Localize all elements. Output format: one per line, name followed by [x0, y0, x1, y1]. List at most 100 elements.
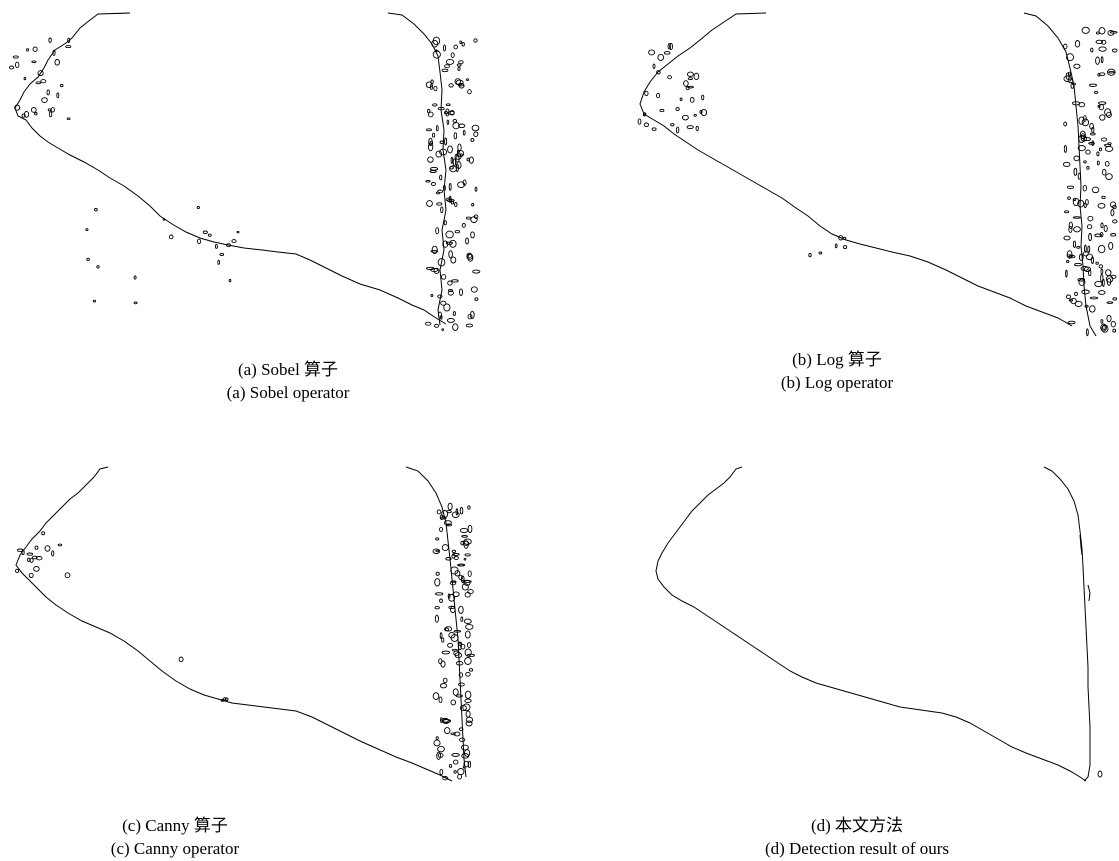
edge-noise-blob	[1086, 166, 1090, 170]
edge-noise-blob	[41, 97, 48, 103]
edge-noise-blob	[1063, 121, 1068, 127]
edge-noise-blob	[701, 94, 705, 101]
edge-noise-blob	[460, 643, 466, 650]
edge-noise-blob	[431, 245, 438, 255]
edge-noise-blob	[435, 150, 443, 158]
edge-noise-blob	[467, 524, 473, 534]
edge-noise-blob	[168, 234, 174, 240]
edge-noise-blob	[439, 632, 443, 639]
edge-noise-blob	[474, 297, 479, 301]
edge-noise-blob	[1099, 232, 1104, 238]
edge-noise-blob	[842, 236, 847, 241]
edge-noise-blob	[57, 543, 63, 547]
edge-noise-blob	[1104, 160, 1110, 167]
edge-noise-blob	[434, 606, 440, 610]
edge-noise-blob	[445, 58, 455, 65]
sobel-edge-drawing	[8, 12, 481, 331]
edge-noise-blob	[48, 111, 53, 118]
edge-noise-blob	[65, 45, 72, 49]
edge-noise-blob	[461, 583, 469, 591]
edge-noise-blob	[437, 189, 444, 194]
edge-noise-blob	[459, 40, 463, 44]
edge-noise-blob	[1073, 167, 1078, 176]
edge-noise-blob	[435, 537, 440, 541]
edge-noise-blob	[659, 108, 665, 113]
edge-noise-blob	[41, 531, 46, 536]
edge-noise-blob	[1105, 269, 1112, 277]
edge-noise-blob	[440, 206, 444, 214]
edge-noise-blob	[453, 132, 458, 140]
edge-noise-blob	[436, 751, 441, 760]
edge-noise-blob	[1083, 160, 1087, 164]
edge-noise-blob	[434, 614, 439, 623]
edge-noise-blob	[464, 648, 472, 657]
edge-noise-blob	[458, 60, 464, 65]
edge-noise-blob	[443, 520, 452, 526]
edge-noise-blob	[1077, 172, 1081, 180]
edge-noise-blob	[442, 776, 449, 781]
edge-noise-blob	[197, 238, 202, 245]
edge-noise-blob	[196, 206, 200, 209]
edge-noise-blob	[1110, 209, 1115, 217]
edge-noise-blob	[448, 83, 454, 88]
edge-noise-blob	[86, 257, 90, 262]
edge-noise-blob	[467, 505, 471, 510]
edge-noise-blob	[675, 107, 680, 112]
edge-noise-blob	[1102, 325, 1106, 330]
edge-noise-blob	[451, 549, 457, 554]
edge-noise-blob	[1084, 304, 1089, 308]
edge-noise-blob	[434, 49, 438, 53]
edge-noise-blob	[64, 572, 71, 579]
caption-our-method: (d) 本文方法 (d) Detection result of ours	[647, 814, 1067, 860]
edge-noise-blob	[461, 753, 470, 759]
edge-noise-blob	[178, 656, 184, 663]
edge-noise-blob	[1096, 151, 1100, 157]
edge-noise-blob	[162, 217, 166, 221]
edge-noise-blob	[472, 269, 481, 274]
edge-noise-blob	[447, 593, 451, 599]
edge-noise-blob	[59, 84, 64, 88]
edge-noise-blob	[439, 174, 443, 181]
edge-noise-blob	[450, 699, 457, 706]
edge-noise-blob	[670, 123, 675, 127]
edge-noise-blob	[687, 85, 694, 89]
edge-noise-blob	[1107, 30, 1115, 36]
edge-noise-blob	[446, 317, 455, 323]
edge-noise-blob	[1085, 253, 1094, 261]
edge-noise-blob	[442, 240, 449, 248]
edge-noise-blob	[669, 43, 674, 50]
edge-noise-blob	[1073, 226, 1081, 233]
edge-noise-blob	[648, 49, 656, 56]
edge-noise-blob	[466, 253, 474, 260]
edge-noise-blob	[1090, 47, 1094, 53]
edge-noise-blob	[1098, 27, 1106, 35]
edge-noise-blob	[442, 677, 448, 684]
edge-noise-blob	[1099, 114, 1106, 121]
edge-noise-blob	[1063, 235, 1071, 241]
edge-noise-blob	[433, 85, 438, 92]
edge-noise-blob	[228, 279, 232, 283]
edge-noise-blob	[441, 544, 449, 552]
edge-noise-blob	[834, 243, 838, 249]
edge-noise-blob	[427, 156, 434, 163]
edge-noise-blob	[1074, 291, 1078, 297]
caption-log-en: (b) Log operator	[780, 373, 894, 392]
edge-noise-blob	[96, 265, 100, 269]
edge-noise-blob	[1101, 137, 1108, 142]
edge-noise-blob	[447, 502, 453, 511]
edge-noise-blob	[1095, 39, 1104, 45]
edge-noise-blob	[440, 660, 446, 668]
edge-noise-blob	[231, 239, 237, 244]
edge-noise-blob	[451, 553, 456, 559]
edge-noise-blob	[433, 739, 441, 747]
edge-noise-blob	[425, 321, 432, 326]
edge-noise-blob	[1110, 321, 1116, 328]
edge-noise-blob	[451, 511, 460, 518]
edge-noise-blob	[462, 130, 466, 136]
edge-noise-blob	[459, 705, 467, 712]
edge-noise-blob	[463, 557, 467, 561]
caption-our-method-en: (d) Detection result of ours	[764, 839, 950, 858]
edge-noise-blob	[439, 598, 443, 603]
edge-noise-blob	[455, 79, 464, 86]
edge-noise-blob	[465, 78, 470, 81]
